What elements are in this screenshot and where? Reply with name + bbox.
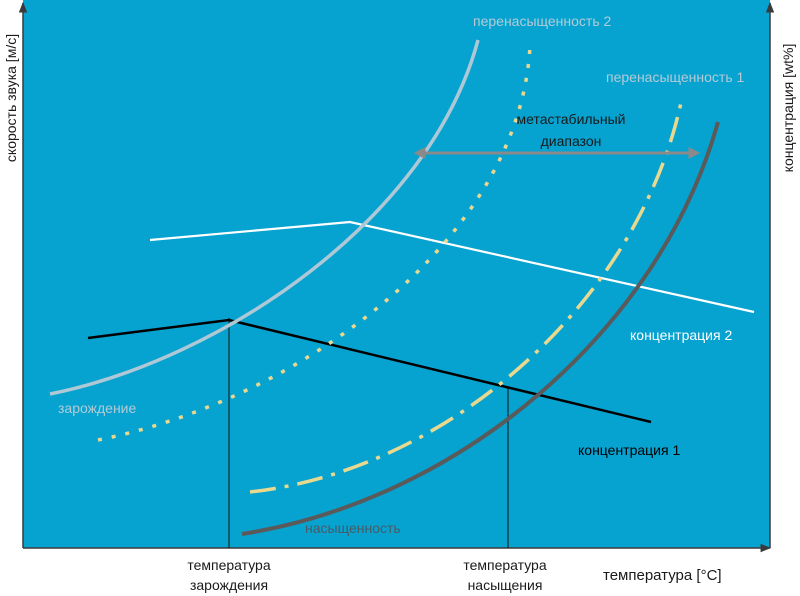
- concentration-1-line: [87, 318, 652, 424]
- y-axis-left-label: скорость звука [м/с]: [3, 34, 19, 162]
- metastable-label-line2: диапазон: [541, 133, 602, 149]
- supersaturation-1-label: перенасыщенность 1: [606, 69, 745, 85]
- metastable-label-line1: метастабильный: [517, 111, 626, 127]
- y-axis-right-label: концентрация [wt%]: [780, 44, 796, 173]
- concentration-2-label: концентрация 2: [630, 327, 732, 343]
- nucleation-temperature-label-line2: зарождения: [190, 577, 268, 593]
- supersaturation-2-curve: [249, 97, 684, 494]
- saturation-label: насыщенность: [305, 520, 401, 536]
- concentration-2-line: [149, 220, 755, 314]
- saturation-temperature-label-line1: температура: [463, 557, 546, 573]
- saturation-curve: [241, 121, 720, 536]
- nucleation-label: зарождение: [58, 400, 136, 416]
- concentration-1-label: концентрация 1: [578, 442, 680, 458]
- x-axis-label: температура [°C]: [603, 567, 722, 584]
- supersaturation-1-curve: [97, 45, 532, 442]
- saturation-temperature-label-line2: насыщения: [468, 577, 543, 593]
- nucleation-curve: [49, 39, 480, 396]
- supersaturation-2-label: перенасыщенность 2: [473, 13, 612, 29]
- nucleation-temperature-label-line1: температура: [187, 557, 270, 573]
